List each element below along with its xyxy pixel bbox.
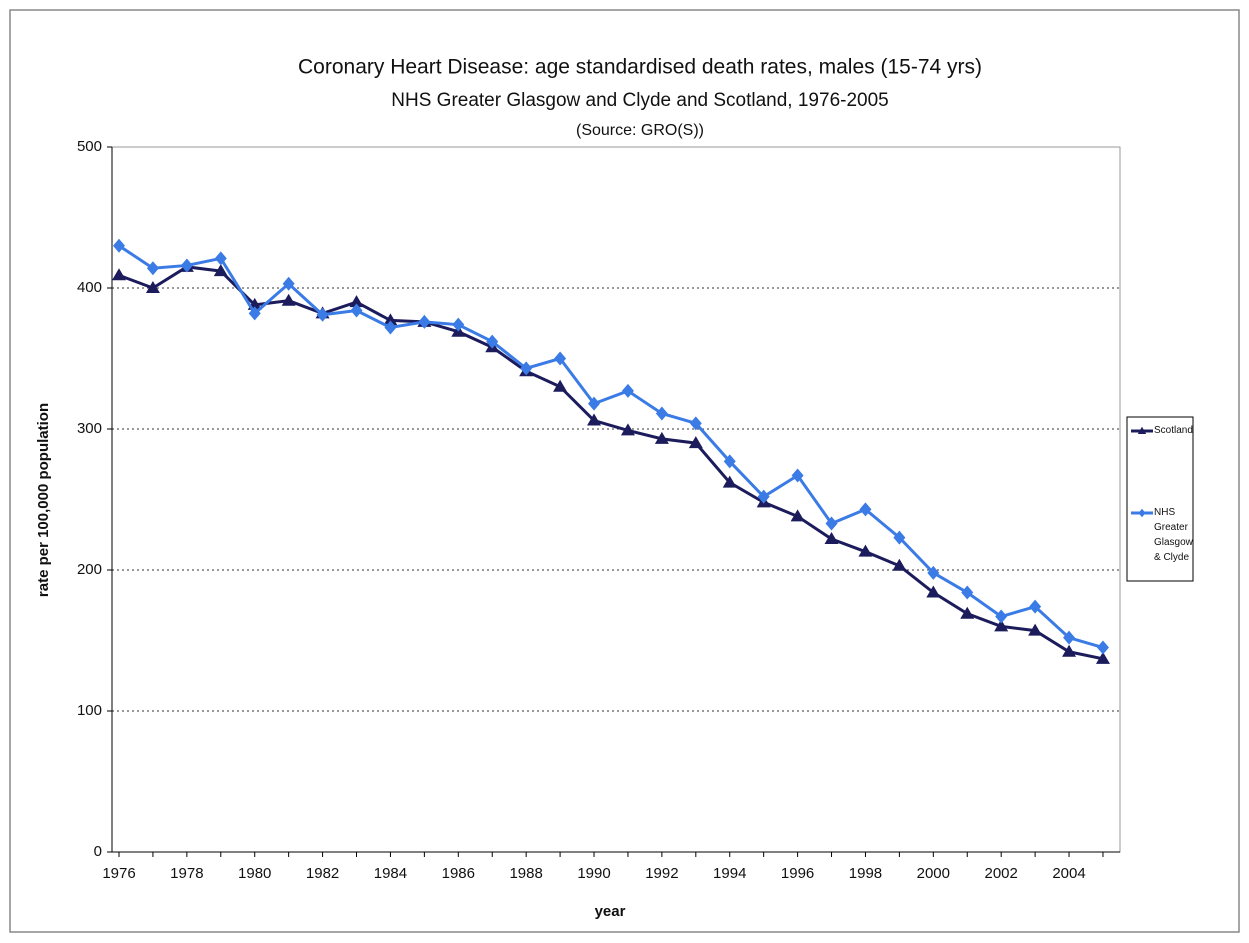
- data-point: [486, 334, 499, 349]
- x-tick-label: 1976: [102, 865, 135, 882]
- x-tick-label: 2000: [917, 865, 950, 882]
- data-point: [621, 383, 634, 398]
- data-point: [858, 544, 873, 557]
- data-point: [281, 293, 296, 306]
- data-point: [824, 531, 839, 544]
- data-point: [757, 489, 770, 504]
- data-point: [145, 281, 160, 293]
- data-point: [418, 314, 431, 329]
- data-point: [893, 530, 906, 545]
- data-point: [553, 379, 568, 392]
- data-point: [791, 468, 804, 483]
- data-point: [588, 396, 601, 411]
- x-tick-label: 1984: [374, 865, 407, 882]
- data-point: [892, 558, 907, 571]
- x-tick-label: 1994: [713, 865, 746, 882]
- x-tick-label: 1998: [849, 865, 882, 882]
- data-point: [383, 313, 398, 326]
- x-tick-label: 1996: [781, 865, 814, 882]
- data-point: [350, 303, 363, 318]
- data-point: [113, 238, 125, 253]
- data-point: [1029, 599, 1042, 614]
- data-point: [282, 276, 295, 291]
- data-point: [859, 502, 872, 517]
- data-point: [1095, 651, 1110, 664]
- x-tick-label: 1980: [238, 865, 271, 882]
- data-point: [994, 619, 1009, 632]
- data-point: [1028, 623, 1043, 636]
- legend-label: Scotland: [1154, 425, 1193, 436]
- plot-area: [111, 146, 1121, 853]
- x-tick-label: 1978: [170, 865, 203, 882]
- chart-source: (Source: GRO(S)): [576, 122, 704, 139]
- x-axis-label: year: [595, 903, 626, 920]
- chart-subtitle: NHS Greater Glasgow and Clyde and Scotla…: [391, 90, 888, 111]
- data-point: [452, 317, 465, 332]
- data-point: [825, 516, 838, 531]
- y-tick-label: 200: [77, 561, 102, 578]
- legend-marker: [1137, 426, 1147, 434]
- legend-box: [1126, 416, 1194, 582]
- data-point: [587, 413, 602, 426]
- data-point: [349, 295, 364, 308]
- y-tick-label: 400: [77, 279, 102, 296]
- y-axis-label: rate per 100,000 population: [35, 403, 52, 597]
- data-point: [620, 423, 635, 436]
- legend-label: NHS Greater Glasgow & Clyde: [1154, 507, 1193, 563]
- data-point: [655, 406, 668, 421]
- y-tick-label: 500: [77, 138, 102, 155]
- data-point: [554, 351, 567, 366]
- x-tick-label: 1982: [306, 865, 339, 882]
- y-tick-label: 300: [77, 420, 102, 437]
- data-point: [995, 609, 1008, 624]
- x-tick-label: 1986: [442, 865, 475, 882]
- series-line: [118, 244, 1104, 649]
- data-point: [112, 268, 126, 281]
- x-tick-label: 1988: [509, 865, 542, 882]
- data-point: [722, 475, 737, 488]
- data-point: [213, 264, 228, 277]
- chart-title: Coronary Heart Disease: age standardised…: [298, 56, 982, 79]
- y-tick-label: 0: [94, 843, 102, 860]
- data-point: [316, 307, 329, 322]
- data-point: [960, 606, 975, 619]
- data-point: [926, 585, 941, 598]
- x-tick-label: 1990: [577, 865, 610, 882]
- data-point: [723, 454, 736, 469]
- data-point: [384, 320, 397, 335]
- data-point: [927, 565, 940, 580]
- data-point: [688, 436, 703, 449]
- data-point: [1096, 640, 1109, 655]
- data-point: [790, 509, 805, 522]
- data-point: [214, 251, 227, 266]
- data-point: [520, 361, 533, 376]
- x-tick-label: 2004: [1052, 865, 1085, 882]
- data-point: [248, 306, 261, 321]
- data-point: [689, 416, 702, 431]
- data-point: [961, 585, 974, 600]
- data-point: [1063, 630, 1076, 645]
- data-point: [1062, 644, 1077, 657]
- x-tick-label: 2002: [984, 865, 1017, 882]
- data-point: [654, 431, 669, 444]
- data-point: [146, 261, 159, 276]
- data-point: [180, 258, 193, 273]
- y-tick-label: 100: [77, 702, 102, 719]
- x-tick-label: 1992: [645, 865, 678, 882]
